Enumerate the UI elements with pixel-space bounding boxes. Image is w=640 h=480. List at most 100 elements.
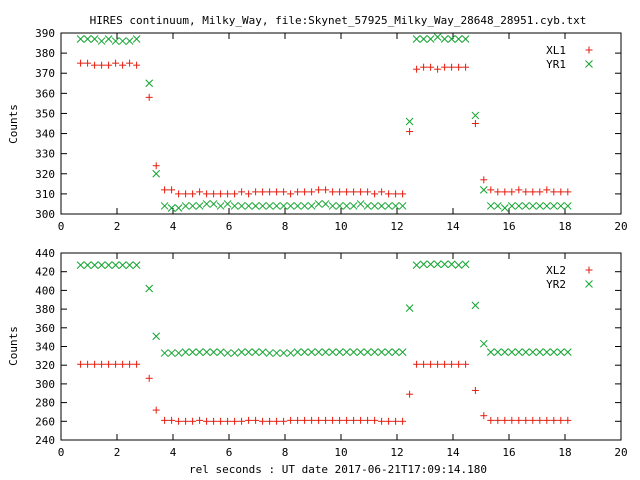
data-point-yr2 <box>471 301 480 310</box>
data-point-yr1 <box>377 202 386 210</box>
data-point-xl1 <box>322 186 330 194</box>
data-point-yr1 <box>542 202 551 210</box>
data-point-yr1 <box>251 202 260 210</box>
data-point-xl2 <box>133 360 141 368</box>
data-point-yr2 <box>549 348 558 356</box>
top-y-tick-label: 390 <box>35 27 55 40</box>
data-point-xl1 <box>336 188 344 196</box>
bottom-x-tick-label: 8 <box>282 446 289 459</box>
data-point-yr1 <box>384 202 393 210</box>
data-point-xl1 <box>308 188 316 196</box>
data-point-yr2 <box>479 339 488 348</box>
data-point-yr1 <box>216 202 225 210</box>
bottom-y-axis-label: Counts <box>7 326 20 366</box>
data-point-yr1 <box>461 35 470 43</box>
data-point-yr2 <box>209 348 218 356</box>
data-point-xl1 <box>152 162 160 170</box>
bottom-x-tick-label: 6 <box>226 446 233 459</box>
data-point-xl1 <box>441 63 449 71</box>
data-point-yr1 <box>328 202 337 210</box>
data-point-yr1 <box>314 200 323 208</box>
data-point-yr2 <box>160 349 169 357</box>
data-point-xl1 <box>564 188 572 196</box>
legend-label-xl2: XL2 <box>546 264 566 277</box>
data-point-xl1 <box>252 188 260 196</box>
data-point-yr2 <box>279 349 288 357</box>
bottom-y-tick-label: 240 <box>35 434 55 447</box>
data-point-yr1 <box>97 37 106 45</box>
data-point-xl2 <box>161 416 169 424</box>
bottom-x-tick-label: 18 <box>558 446 571 459</box>
top-panel: Counts 300 310 320 330 340 350 360 370 380 390 0 2 4… <box>7 27 628 233</box>
data-point-yr1 <box>223 200 232 208</box>
data-point-yr1 <box>195 202 204 210</box>
data-point-xl2 <box>259 417 267 425</box>
data-point-xl2 <box>529 416 537 424</box>
data-point-xl2 <box>175 417 183 425</box>
data-point-yr1 <box>104 35 113 43</box>
data-point-yr1 <box>398 202 407 210</box>
data-point-yr1 <box>181 202 190 210</box>
data-point-yr2 <box>202 348 211 356</box>
data-point-xl1 <box>196 188 204 196</box>
data-point-yr2 <box>258 348 267 356</box>
data-point-yr1 <box>563 202 572 210</box>
bottom-axis-ticks: 240 260 280 300 320 340 360 380 400 420 440 0 2 4 6 8 10… <box>35 247 628 459</box>
data-point-xl1 <box>350 188 358 196</box>
data-point-yr1 <box>535 202 544 210</box>
data-point-yr2 <box>237 348 246 356</box>
chart-title: HIRES continuum, Milky_Way, file:Skynet_… <box>90 14 587 27</box>
data-point-yr1 <box>293 202 302 210</box>
data-point-yr2 <box>542 348 551 356</box>
data-point-yr2 <box>342 348 351 356</box>
data-point-xl1 <box>161 186 169 194</box>
data-point-yr2 <box>391 348 400 356</box>
data-point-yr2 <box>521 348 530 356</box>
data-point-xl2 <box>126 360 134 368</box>
data-point-xl1 <box>480 176 488 184</box>
bottom-data-points <box>76 260 572 425</box>
data-point-xl2 <box>182 417 190 425</box>
bottom-y-tick-label: 380 <box>35 303 55 316</box>
top-y-tick-label: 380 <box>35 47 55 60</box>
data-point-xl2 <box>105 360 113 368</box>
data-point-yr1 <box>342 202 351 210</box>
data-point-yr2 <box>486 348 495 356</box>
data-point-yr1 <box>514 202 523 210</box>
top-x-tick-label: 16 <box>502 220 515 233</box>
data-point-yr2 <box>556 348 565 356</box>
data-point-xl1 <box>392 190 400 198</box>
bottom-x-tick-label: 14 <box>446 446 460 459</box>
data-point-yr2 <box>493 348 502 356</box>
data-point-xl1 <box>182 190 190 198</box>
bottom-y-tick-label: 280 <box>35 397 55 410</box>
bottom-x-tick-label: 16 <box>502 446 515 459</box>
data-point-xl1 <box>448 63 456 71</box>
data-point-xl1 <box>259 188 267 196</box>
data-point-xl2 <box>543 416 551 424</box>
top-x-tick-label: 4 <box>170 220 177 233</box>
data-point-xl2 <box>203 417 211 425</box>
data-point-yr2 <box>223 349 232 357</box>
data-point-xl2 <box>84 360 92 368</box>
data-point-xl2 <box>189 417 197 425</box>
data-point-xl2 <box>77 360 85 368</box>
data-point-yr1 <box>160 202 169 210</box>
data-point-yr1 <box>244 202 253 210</box>
data-point-yr1 <box>556 202 565 210</box>
data-point-yr1 <box>493 202 502 210</box>
bottom-x-tick-label: 0 <box>58 446 65 459</box>
data-point-yr1 <box>335 202 344 210</box>
data-point-yr1 <box>454 35 463 43</box>
data-point-xl1 <box>231 190 239 198</box>
data-point-xl2 <box>308 416 316 424</box>
data-point-yr2 <box>328 348 337 356</box>
data-point-xl2 <box>329 416 337 424</box>
data-point-xl1 <box>133 61 141 69</box>
data-point-yr2 <box>563 348 572 356</box>
top-x-tick-label: 2 <box>114 220 121 233</box>
data-point-xl2 <box>455 360 463 368</box>
data-point-yr1 <box>486 202 495 210</box>
data-point-yr2 <box>272 349 281 357</box>
